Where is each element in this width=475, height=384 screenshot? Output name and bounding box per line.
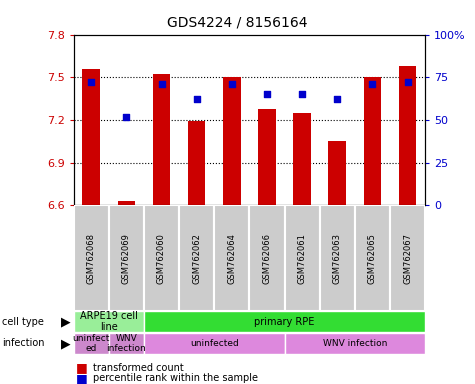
Bar — [83, 69, 100, 205]
Text: transformed count: transformed count — [93, 363, 183, 373]
Bar — [223, 77, 240, 205]
Text: WNV infection: WNV infection — [323, 339, 387, 348]
Bar — [74, 205, 109, 311]
Bar — [258, 109, 276, 205]
Bar — [355, 205, 390, 311]
Point — [158, 81, 165, 87]
Bar — [144, 333, 285, 354]
Text: infection: infection — [2, 338, 45, 349]
Text: ▶: ▶ — [61, 315, 70, 328]
Bar — [293, 113, 311, 205]
Bar — [153, 74, 170, 205]
Text: GSM762066: GSM762066 — [263, 233, 271, 284]
Text: cell type: cell type — [2, 316, 44, 327]
Text: GSM762063: GSM762063 — [333, 233, 342, 284]
Text: WNV
infection: WNV infection — [106, 334, 146, 353]
Point — [369, 81, 376, 87]
Bar — [285, 333, 425, 354]
Bar — [320, 205, 355, 311]
Bar — [188, 121, 205, 205]
Point — [87, 79, 95, 86]
Point — [404, 79, 411, 86]
Text: GSM762060: GSM762060 — [157, 233, 166, 284]
Bar — [179, 205, 214, 311]
Bar — [118, 201, 135, 205]
Point — [123, 114, 130, 120]
Point — [228, 81, 236, 87]
Bar — [390, 205, 425, 311]
Text: GSM762065: GSM762065 — [368, 233, 377, 284]
Bar — [74, 311, 144, 332]
Bar — [328, 141, 346, 205]
Point — [193, 96, 200, 103]
Text: ■: ■ — [76, 361, 88, 374]
Bar — [399, 66, 416, 205]
Bar — [109, 333, 144, 354]
Text: percentile rank within the sample: percentile rank within the sample — [93, 373, 257, 383]
Bar — [109, 205, 144, 311]
Bar — [285, 205, 320, 311]
Bar — [249, 205, 285, 311]
Text: GSM762068: GSM762068 — [87, 233, 95, 284]
Text: ▶: ▶ — [61, 337, 70, 350]
Point — [263, 91, 271, 98]
Point — [333, 96, 341, 103]
Bar — [214, 205, 249, 311]
Text: GSM762062: GSM762062 — [192, 233, 201, 284]
Point — [298, 91, 306, 98]
Text: GSM762064: GSM762064 — [228, 233, 236, 284]
Text: uninfect
ed: uninfect ed — [73, 334, 110, 353]
Text: uninfected: uninfected — [190, 339, 238, 348]
Text: GSM762067: GSM762067 — [403, 233, 412, 284]
Text: GDS4224 / 8156164: GDS4224 / 8156164 — [167, 15, 308, 29]
Text: GSM762061: GSM762061 — [298, 233, 306, 284]
Text: ■: ■ — [76, 372, 88, 384]
Bar — [74, 333, 109, 354]
Text: ARPE19 cell
line: ARPE19 cell line — [80, 311, 138, 333]
Text: GSM762069: GSM762069 — [122, 233, 131, 284]
Bar — [144, 205, 179, 311]
Bar — [363, 77, 381, 205]
Text: primary RPE: primary RPE — [254, 316, 315, 327]
Bar — [144, 311, 425, 332]
